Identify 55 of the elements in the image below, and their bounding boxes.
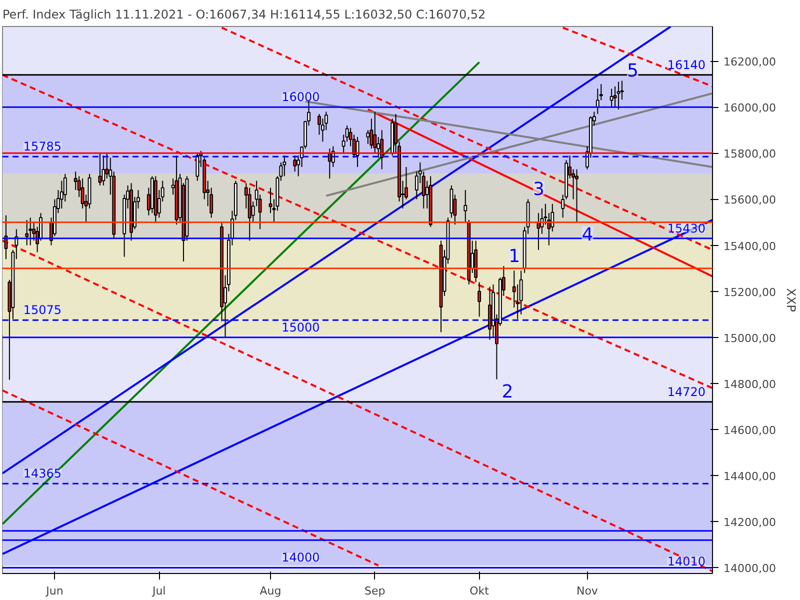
y-tick-label: 14600,00	[724, 424, 776, 438]
candlestick	[196, 152, 200, 182]
y-tick-label: 14800,00	[724, 378, 776, 391]
ref-line-label: 14720	[667, 384, 706, 399]
y-tick-label: 14200,00	[724, 516, 776, 530]
candlestick	[282, 154, 286, 177]
candlestick	[293, 154, 297, 172]
annotation: 4	[582, 224, 594, 246]
ref-line-label: 15075	[23, 303, 62, 318]
annotation: 2	[502, 381, 514, 402]
ref-line-label: 15000	[282, 320, 320, 334]
y-axis-title: XXP	[784, 288, 798, 312]
annotation: 1	[508, 246, 520, 268]
x-tick-label: Jun	[45, 584, 64, 598]
candlestick	[25, 219, 29, 246]
annotation: 5	[627, 60, 638, 82]
candlestick	[610, 88, 614, 108]
candlestick	[28, 217, 32, 246]
ref-line-label: 14365	[23, 466, 62, 481]
y-tick-label: 15200,00	[724, 286, 776, 299]
y-tick-label: 15600,00	[724, 194, 776, 207]
y-tick-label: 15400,00	[724, 240, 776, 253]
candlestick	[366, 130, 370, 144]
x-tick-label: Aug	[260, 584, 282, 598]
ref-line-label: 16000	[282, 90, 320, 104]
chart-title: Perf. Index Täglich 11.11.2021 - O:16067,34 H:16114,55 L:16032,50 C:16070,52	[2, 8, 486, 22]
x-tick-label: Okt	[470, 584, 490, 598]
ref-line-label: 15785	[23, 140, 62, 154]
y-tick-label: 15000,00	[724, 332, 776, 345]
candlestick	[519, 270, 523, 315]
candlestick	[248, 187, 252, 242]
y-tick-label: 14400,00	[724, 470, 776, 484]
ref-line-label: 15430	[667, 221, 706, 236]
candlestick	[102, 154, 106, 186]
candlestick	[380, 130, 384, 170]
candlestick	[596, 88, 600, 115]
y-tick-label: 15800,00	[724, 148, 776, 161]
x-tick-label: Sep	[364, 584, 386, 598]
candlestick	[464, 190, 468, 223]
candlestick	[373, 111, 377, 154]
candlestick	[478, 282, 482, 318]
annotation: 14010	[667, 554, 706, 568]
y-tick-label: 14000,00	[724, 562, 776, 576]
candlestick	[613, 86, 617, 108]
candlestick	[488, 286, 492, 340]
x-tick-label: Nov	[576, 584, 598, 598]
ref-line-label: 14000	[282, 550, 320, 565]
candlestick	[575, 168, 578, 223]
candlestick	[98, 152, 102, 186]
x-tick-label: Jul	[151, 584, 166, 598]
ref-line-label: 16140	[667, 58, 706, 72]
y-tick-label: 16200,00	[724, 56, 776, 69]
annotation: 3	[533, 179, 544, 200]
y-tick-label: 16000,00	[724, 102, 776, 115]
candlestick	[616, 81, 620, 110]
